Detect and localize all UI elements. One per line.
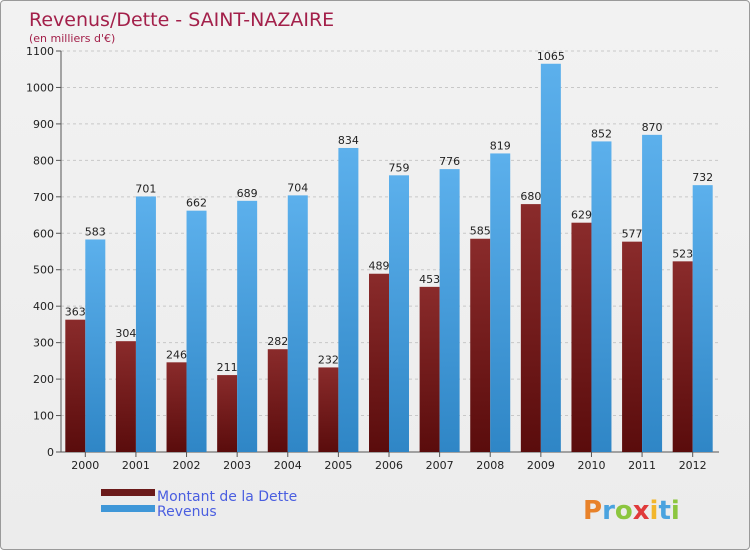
bar-dette	[166, 362, 187, 452]
data-label-revenus: 583	[85, 225, 106, 238]
x-tick-label: 2008	[476, 459, 504, 472]
data-label-dette: 232	[318, 353, 339, 366]
bar-revenus	[540, 63, 561, 452]
bar-revenus	[186, 210, 207, 452]
data-label-revenus: 870	[642, 121, 663, 134]
bar-revenus	[338, 147, 359, 452]
data-label-dette: 585	[470, 225, 491, 238]
data-label-revenus: 732	[692, 171, 713, 184]
y-tick-label: 1100	[26, 45, 54, 58]
bar-dette	[217, 375, 238, 452]
data-label-dette: 246	[166, 348, 187, 361]
bar-revenus	[287, 195, 308, 453]
data-label-revenus: 704	[287, 181, 308, 194]
y-tick-label: 400	[33, 300, 54, 313]
y-tick-label: 100	[33, 410, 54, 423]
bar-revenus	[642, 134, 663, 452]
axes: 0 100 200 300 400 500 600 700 800 900 1000 1100 2000…	[26, 45, 719, 472]
bar-dette	[267, 349, 288, 452]
legend-swatch-revenus	[101, 505, 155, 512]
bar-revenus	[490, 153, 511, 453]
data-label-dette: 363	[65, 306, 86, 319]
bar-revenus	[389, 175, 409, 452]
data-label-revenus: 689	[237, 187, 258, 200]
bar-revenus	[439, 169, 460, 452]
data-labels: 363 583 304 701 246 662 211 689 282 704 232 834 489 7…	[65, 50, 713, 374]
legend-swatch-dette	[101, 489, 155, 496]
x-tick-label: 2002	[173, 459, 201, 472]
x-tick-label: 2003	[223, 459, 251, 472]
y-tick-label: 300	[33, 337, 54, 350]
data-label-revenus: 852	[591, 127, 612, 140]
bar-dette	[571, 222, 592, 452]
x-tick-label: 2004	[274, 459, 302, 472]
bar-dette	[65, 319, 86, 452]
y-tick-label: 600	[33, 227, 54, 240]
proxiti-logo: Proxiti	[583, 496, 680, 526]
chart-title: Revenus/Dette - SAINT-NAZAIRE	[29, 9, 334, 31]
y-tick-label: 1000	[26, 81, 54, 94]
data-label-revenus: 819	[490, 139, 511, 152]
data-label-dette: 489	[369, 260, 390, 273]
y-tick-label: 700	[33, 191, 54, 204]
bar-revenus	[135, 196, 156, 452]
bar-revenus	[591, 141, 612, 452]
data-label-revenus: 776	[439, 155, 460, 168]
bar-dette	[520, 204, 541, 452]
bar-dette	[318, 367, 339, 452]
bar-dette	[369, 273, 389, 452]
x-tick-label: 2000	[71, 459, 99, 472]
y-tick-label: 200	[33, 373, 54, 386]
bar-dette	[470, 238, 491, 452]
bar-dette	[672, 261, 693, 452]
legend-label-revenus: Revenus	[157, 504, 217, 520]
data-label-revenus: 834	[338, 134, 359, 147]
data-label-dette: 453	[419, 273, 440, 286]
data-label-revenus: 662	[186, 197, 207, 210]
x-tick-label: 2012	[679, 459, 707, 472]
x-tick-label: 2007	[426, 459, 454, 472]
x-tick-label: 2010	[577, 459, 605, 472]
bar-dette	[115, 341, 136, 452]
y-tick-label: 500	[33, 264, 54, 277]
data-label-dette: 629	[571, 209, 592, 222]
bar-revenus	[237, 200, 258, 452]
data-label-revenus: 759	[389, 161, 410, 174]
x-tick-label: 2009	[527, 459, 555, 472]
data-label-dette: 577	[622, 228, 643, 241]
data-label-dette: 304	[115, 327, 136, 340]
data-label-revenus: 701	[135, 182, 156, 195]
data-label-dette: 680	[520, 190, 541, 203]
data-label-revenus: 1065	[537, 50, 565, 63]
bar-dette	[419, 286, 440, 452]
x-tick-label: 2001	[122, 459, 150, 472]
x-tick-label: 2006	[375, 459, 403, 472]
x-tick-label: 2005	[324, 459, 352, 472]
bar-revenus	[692, 185, 713, 453]
bar-dette	[622, 241, 643, 452]
legend-label-dette: Montant de la Dette	[157, 489, 297, 505]
svg-text:Proxiti: Proxiti	[583, 496, 680, 526]
x-tick-label: 2011	[628, 459, 656, 472]
data-label-dette: 282	[267, 335, 288, 348]
data-label-dette: 211	[217, 361, 238, 374]
data-label-dette: 523	[672, 247, 693, 260]
y-tick-label: 0	[47, 446, 54, 459]
legend: Montant de la Dette Revenus	[101, 489, 297, 520]
y-tick-label: 800	[33, 154, 54, 167]
y-tick-label: 900	[33, 118, 54, 131]
bars	[65, 63, 713, 453]
chart-subtitle: (en milliers d'€)	[29, 32, 115, 45]
bar-revenus	[85, 239, 106, 452]
